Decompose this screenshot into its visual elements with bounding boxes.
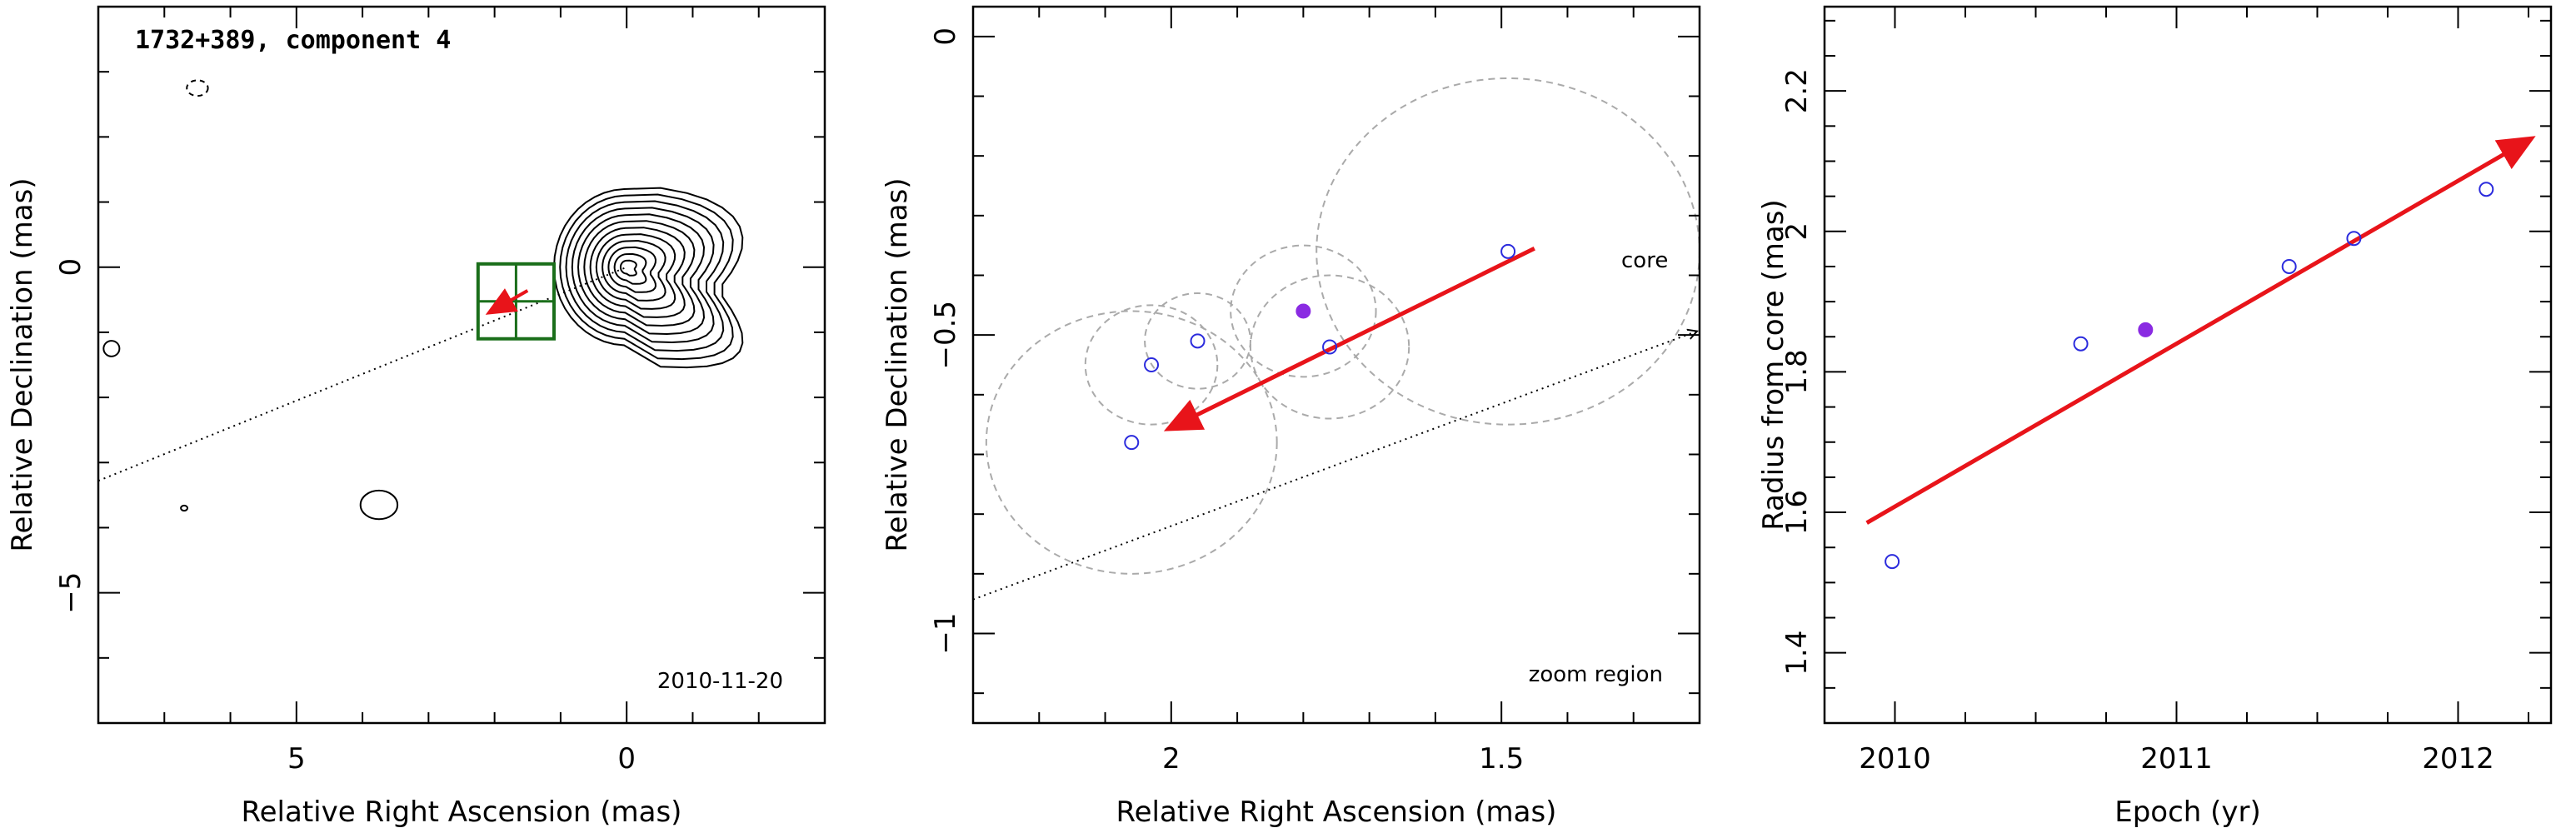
x-tick-label: 1.5 bbox=[1479, 742, 1524, 776]
panel1-title: 1732+389, component 4 bbox=[135, 26, 451, 55]
radius-plot-area bbox=[1865, 136, 2536, 570]
panel3-ylabel: Radius from core (mas) bbox=[1757, 199, 1790, 530]
panel2-ylabel: Relative Declination (mas) bbox=[881, 177, 914, 551]
contour-line bbox=[607, 246, 657, 293]
panel2-frame bbox=[971, 5, 1701, 725]
y-tick-label: −0.5 bbox=[929, 301, 962, 370]
panel1-date: 2010-11-20 bbox=[657, 669, 783, 694]
x-tick-label: 2012 bbox=[2422, 742, 2494, 776]
panel1-ticks: 5 0 0 −5 bbox=[54, 6, 826, 776]
radius-markers bbox=[1885, 182, 2494, 570]
contour-line bbox=[565, 200, 725, 352]
y-tick-label: 1.6 bbox=[1780, 490, 1814, 535]
x-tick-label: 2 bbox=[1162, 742, 1181, 776]
y-tick-label: 0 bbox=[54, 258, 87, 277]
open-marker bbox=[2281, 258, 2297, 274]
open-marker bbox=[1190, 333, 1206, 349]
fit-arrow bbox=[1865, 136, 2536, 525]
open-marker bbox=[1500, 243, 1516, 259]
filled-marker bbox=[1295, 303, 1311, 319]
error-circle bbox=[1144, 292, 1251, 390]
panel2-ticks: 2 1.5 0 −0.5 −1 bbox=[929, 7, 1700, 776]
y-tick-label: −5 bbox=[54, 572, 87, 614]
open-marker bbox=[1885, 554, 1900, 570]
open-marker bbox=[1144, 357, 1160, 372]
contour-line bbox=[559, 193, 734, 361]
error-circles bbox=[985, 77, 1700, 575]
panel1-ylabel: Relative Declination (mas) bbox=[6, 177, 39, 551]
y-tick-label: 2.2 bbox=[1780, 68, 1814, 113]
y-tick-label: 0 bbox=[929, 27, 962, 46]
panel1-frame bbox=[97, 5, 826, 725]
contour-line bbox=[619, 259, 637, 277]
open-marker bbox=[2346, 231, 2362, 247]
contour-blob bbox=[102, 340, 121, 357]
zoom-plot-area bbox=[973, 77, 1700, 601]
open-marker bbox=[2479, 182, 2494, 197]
error-circle bbox=[1084, 304, 1219, 426]
error-circle bbox=[1315, 77, 1700, 426]
panel3-xlabel: Epoch (yr) bbox=[2114, 796, 2261, 829]
open-marker bbox=[1322, 339, 1338, 355]
fit-arrow bbox=[485, 288, 529, 315]
panel1-xlabel: Relative Right Ascension (mas) bbox=[242, 796, 682, 829]
contour-line bbox=[583, 220, 696, 327]
contour-line bbox=[589, 227, 686, 318]
contour-line bbox=[571, 207, 715, 344]
x-tick-label: 2011 bbox=[2140, 742, 2213, 776]
error-circle bbox=[1230, 244, 1377, 378]
x-tick-label: 5 bbox=[287, 742, 306, 776]
y-tick-label: 1.8 bbox=[1780, 349, 1814, 394]
x-tick-label: 0 bbox=[617, 742, 636, 776]
contour-line bbox=[602, 239, 666, 302]
panel3-ticks: 2010 2011 2012 1.4 1.6 1.8 2 2.2 bbox=[1780, 7, 2551, 776]
contour-line bbox=[577, 213, 706, 336]
core-label: core bbox=[1621, 248, 1668, 273]
panel3-frame bbox=[1823, 5, 2553, 725]
contour-blob bbox=[186, 79, 209, 97]
contour-line bbox=[595, 233, 676, 310]
open-marker bbox=[2073, 336, 2089, 352]
y-tick-label: 2 bbox=[1780, 222, 1814, 241]
x-tick-label: 2010 bbox=[1859, 742, 1931, 776]
contour-plot-area bbox=[98, 79, 744, 521]
component-region-box bbox=[476, 262, 556, 341]
panel2-xlabel: Relative Right Ascension (mas) bbox=[1116, 796, 1557, 829]
zoom-region-label: zoom region bbox=[1529, 662, 1663, 687]
error-circle bbox=[1249, 274, 1410, 420]
y-tick-label: −1 bbox=[929, 612, 962, 654]
panel-zoom-region: 2 1.5 0 −0.5 −1 core zoom region Relative Ri… bbox=[881, 5, 1701, 829]
contour-blob bbox=[180, 504, 189, 512]
open-marker bbox=[1124, 435, 1140, 451]
y-tick-label: 1.4 bbox=[1780, 631, 1814, 676]
position-markers bbox=[1124, 243, 1516, 451]
core-direction-line bbox=[973, 332, 1696, 601]
filled-marker bbox=[2138, 322, 2154, 337]
fit-arrow bbox=[1163, 247, 1535, 431]
panel-radius-epoch: 2010 2011 2012 1.4 1.6 1.8 2 2.2 Epoch (yr) Rad… bbox=[1757, 5, 2553, 829]
error-circle bbox=[985, 310, 1278, 575]
panel-contour-map: 5 0 0 −5 1732+389, component 4 2010-11-20 R… bbox=[6, 5, 826, 829]
contour-line bbox=[613, 252, 647, 285]
contour-lines bbox=[102, 79, 744, 521]
contour-line bbox=[552, 187, 744, 369]
core-direction-line bbox=[98, 266, 627, 482]
contour-blob bbox=[359, 489, 399, 521]
